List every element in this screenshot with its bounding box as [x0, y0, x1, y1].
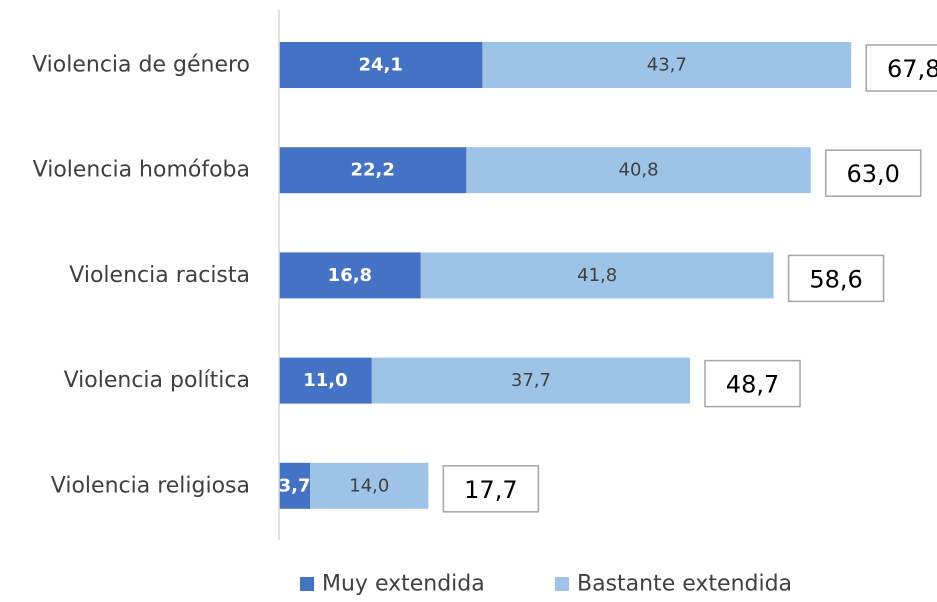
total-label: 48,7 — [726, 371, 779, 399]
plot-area: 24,1 43,7 67,8 22,2 40,8 63,0 16,8 41,8 58,6 11,0… — [279, 42, 937, 513]
legend: Muy extendida Bastante extendida — [300, 572, 792, 597]
category-label: Violencia racista — [69, 263, 250, 288]
total-label: 58,6 — [809, 265, 862, 293]
category-label: Violencia política — [64, 368, 250, 393]
total-box — [442, 465, 540, 513]
category-label: Violencia de género — [32, 53, 250, 78]
bar-bastante-extendida — [466, 147, 811, 194]
legend-swatch — [555, 577, 569, 591]
data-label: 24,1 — [358, 55, 402, 76]
data-label: 22,2 — [350, 160, 394, 181]
legend-label: Muy extendida — [322, 572, 485, 597]
bar-muy-extendida — [279, 147, 467, 194]
total-label: 67,8 — [887, 55, 937, 83]
total-box — [824, 149, 922, 197]
bar-bastante-extendida — [420, 252, 774, 299]
legend-swatch — [300, 577, 314, 591]
category-label: Violencia homófoba — [33, 158, 250, 183]
bar-muy-extendida — [279, 252, 421, 299]
category-labels: Violencia de género Violencia homófoba Vio… — [32, 53, 250, 499]
total-box — [865, 44, 937, 92]
data-label: 3,7 — [279, 475, 311, 496]
legend-label: Bastante extendida — [577, 572, 792, 597]
category-label: Violencia religiosa — [51, 473, 250, 498]
data-label: 41,8 — [577, 265, 617, 286]
total-box — [787, 254, 885, 303]
data-label: 43,7 — [647, 55, 687, 76]
data-label: 11,0 — [303, 370, 347, 391]
bar-muy-extendida — [279, 357, 372, 404]
total-box — [704, 359, 801, 408]
data-label: 14,0 — [349, 475, 389, 496]
total-label: 63,0 — [847, 160, 900, 188]
bar-muy-extendida — [279, 462, 311, 509]
bar-bastante-extendida — [371, 357, 691, 404]
data-label: 40,8 — [619, 160, 659, 181]
bar-muy-extendida — [279, 42, 483, 88]
bar-bastante-extendida — [482, 42, 852, 88]
data-label: 16,8 — [328, 265, 372, 286]
total-label: 17,7 — [464, 476, 517, 504]
data-label: 37,7 — [511, 370, 551, 391]
bar-bastante-extendida — [310, 462, 429, 509]
